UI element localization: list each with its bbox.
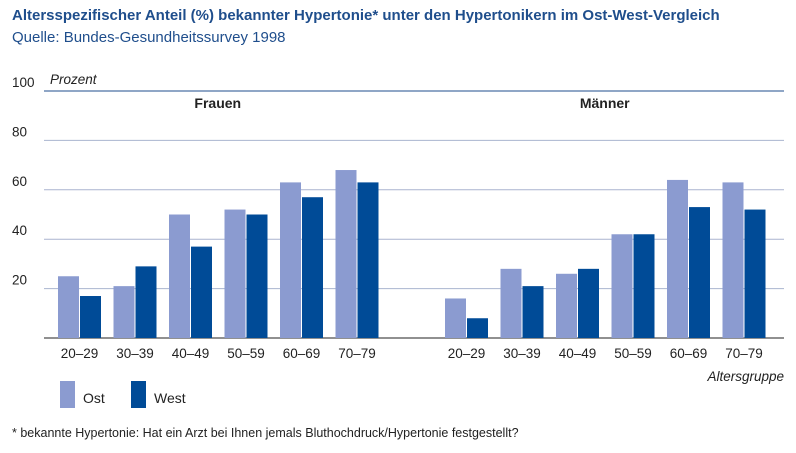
- bar-west: [302, 197, 323, 338]
- y-tick-label: 40: [12, 223, 27, 238]
- y-tick-label: 20: [12, 273, 27, 288]
- x-tick-label: 30–39: [503, 346, 541, 361]
- bar-chart: 20 40 60 80 100 Prozent Frauen 20–29 30–39 40–49 5…: [12, 72, 784, 408]
- x-tick-label: 20–29: [448, 346, 486, 361]
- bar-west: [191, 246, 212, 338]
- x-tick-label: 60–69: [283, 346, 321, 361]
- bar-ost: [445, 298, 466, 338]
- bar-west: [689, 207, 710, 338]
- bar-west: [522, 286, 544, 338]
- x-tick-label: 70–79: [725, 346, 763, 361]
- x-tick-label: 70–79: [338, 346, 376, 361]
- bar-west: [246, 214, 268, 338]
- bar-west: [467, 318, 488, 338]
- chart-subtitle: Quelle: Bundes-Gesundheitssurvey 1998: [12, 29, 286, 46]
- x-tick-label: 30–39: [116, 346, 154, 361]
- x-tick-label: 50–59: [227, 346, 265, 361]
- x-axis-label: Altersgruppe: [706, 369, 784, 384]
- legend-swatch: [60, 381, 75, 408]
- y-tick-label: 60: [12, 174, 27, 189]
- x-tick-label: 40–49: [172, 346, 210, 361]
- bar-ost: [556, 273, 577, 338]
- bar-west: [744, 209, 766, 338]
- bar-west: [80, 296, 101, 338]
- bar-west: [633, 234, 655, 338]
- bar-ost: [611, 234, 633, 338]
- bar-ost: [224, 209, 246, 338]
- bar-ost: [169, 214, 190, 338]
- bar-west: [135, 266, 157, 338]
- x-tick-label: 20–29: [61, 346, 99, 361]
- footnote: * bekannte Hypertonie: Hat ein Arzt bei …: [12, 426, 519, 440]
- bar-ost: [113, 286, 135, 338]
- y-tick-label: 100: [12, 75, 35, 90]
- bar-ost: [58, 276, 79, 338]
- legend-label: Ost: [83, 390, 105, 406]
- bar-ost: [280, 182, 301, 338]
- y-axis-label: Prozent: [50, 72, 98, 87]
- x-tick-label: 50–59: [614, 346, 652, 361]
- legend-label: West: [154, 390, 186, 406]
- panel-title: Männer: [580, 95, 630, 111]
- bar-ost: [667, 179, 688, 338]
- bar-ost: [500, 268, 522, 338]
- bar-ost: [722, 182, 744, 338]
- legend-swatch: [131, 381, 146, 408]
- y-tick-label: 80: [12, 124, 27, 139]
- chart-title: Altersspezifischer Anteil (%) bekannter …: [12, 7, 720, 24]
- x-tick-label: 40–49: [559, 346, 597, 361]
- bar-west: [357, 182, 379, 338]
- x-tick-label: 60–69: [670, 346, 708, 361]
- bar-west: [578, 268, 599, 338]
- panel-title: Frauen: [194, 95, 241, 111]
- bar-ost: [335, 170, 357, 338]
